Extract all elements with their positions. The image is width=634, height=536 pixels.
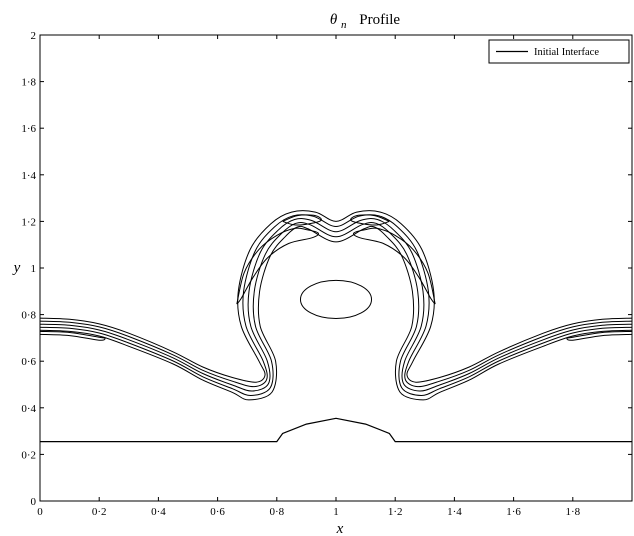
x-tick-label: 1·4 xyxy=(447,506,462,518)
contour-line-5 xyxy=(39,225,633,401)
x-tick-label: 0·6 xyxy=(210,506,225,518)
contour-line-8 xyxy=(236,227,319,305)
x-tick-label: 0·2 xyxy=(92,506,107,518)
y-tick-label: 1·6 xyxy=(21,123,36,135)
series-initial-interface xyxy=(40,417,632,443)
contour-line-6 xyxy=(39,330,106,341)
y-tick-label: 2 xyxy=(31,30,37,42)
x-tick-label: 0·8 xyxy=(269,506,284,518)
y-tick-label: 1·2 xyxy=(21,216,36,228)
y-tick-label: 1·4 xyxy=(21,170,36,182)
y-tick-label: 1 xyxy=(31,263,37,275)
tick-labels: 0 0·2 0·4 0·6 0·8 1 1·2 1·4 1·6 1·8 0 0·2 0·4 0·6 0·8 1… xyxy=(21,30,580,518)
y-tick-label: 0·4 xyxy=(21,403,36,415)
legend-box xyxy=(488,39,630,64)
contour-line-7 xyxy=(566,330,633,341)
title: θ n Profile xyxy=(330,12,401,32)
title-text: Profile xyxy=(359,12,400,28)
y-tick-label: 0·2 xyxy=(21,449,36,461)
chart-title: θ n Profile xyxy=(330,12,401,32)
legend: Initial Interface xyxy=(488,39,630,64)
contour-line-9 xyxy=(353,227,436,305)
y-axis-label: y xyxy=(12,260,21,276)
contour-line-10 xyxy=(282,214,322,226)
x-tick-label: 0 xyxy=(37,506,43,518)
y-tick-label: 0·6 xyxy=(21,356,36,368)
contour-line-3 xyxy=(39,218,633,392)
axis-ticks xyxy=(39,34,632,502)
data-layer xyxy=(39,210,633,443)
x-tick-label: 1·2 xyxy=(388,506,403,518)
x-tick-label: 1·6 xyxy=(506,506,521,518)
x-tick-label: 0·4 xyxy=(151,506,166,518)
y-tick-label: 0·8 xyxy=(21,310,36,322)
plot-area xyxy=(39,34,633,502)
title-symbol: θ xyxy=(330,12,338,28)
x-tick-label: 1 xyxy=(333,506,339,518)
contour-line-1 xyxy=(39,210,633,383)
contour-line-4 xyxy=(39,221,633,397)
y-tick-label: 1·8 xyxy=(21,77,36,89)
legend-entry-initial-interface: Initial Interface xyxy=(534,47,599,58)
contour-line-11 xyxy=(350,214,390,226)
contour-closed-loop xyxy=(299,279,373,320)
y-tick-label: 0 xyxy=(31,496,37,508)
contour-line-2 xyxy=(39,214,633,388)
x-axis-label: x xyxy=(336,521,344,536)
title-subscript: n xyxy=(341,19,347,31)
x-tick-label: 1·8 xyxy=(565,506,580,518)
